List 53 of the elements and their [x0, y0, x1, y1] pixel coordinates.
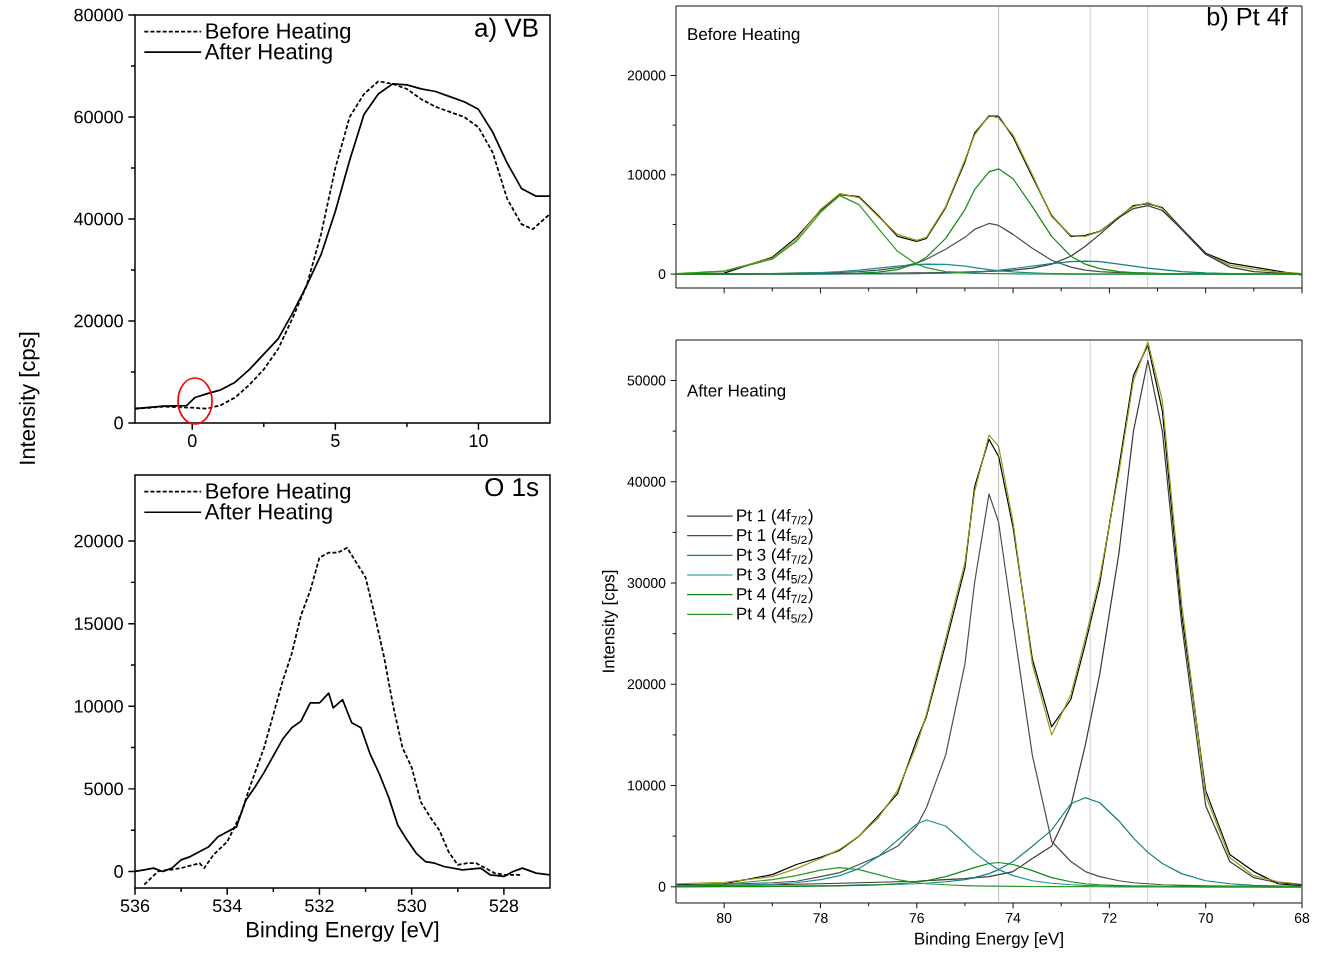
legend-label: Pt 1 (4f$_{5/2}$) — [737, 528, 813, 545]
x-tick-label: 78 — [813, 913, 828, 923]
y-tick-label: 5000 — [84, 782, 123, 796]
x-tick-label: 68 — [1294, 913, 1310, 923]
legend-label: Pt 1 (4f$_{7/2}$) — [737, 508, 813, 525]
y-tick-label: 20000 — [627, 70, 666, 81]
chart-title: b) Pt 4f — [1207, 6, 1288, 31]
x-tick-label: 74 — [1006, 913, 1021, 923]
y-tick-label: 0 — [658, 881, 666, 892]
y-axis-title: Intensity [cps] — [18, 332, 40, 464]
y-tick-label: 0 — [114, 865, 123, 878]
x-axis-title: Binding Energy [eV] — [247, 921, 439, 942]
legend-label: After Heating — [204, 503, 332, 524]
y-tick-label: 30000 — [627, 578, 666, 588]
y-tick-label: 80000 — [74, 8, 123, 22]
x-tick-label: 72 — [1102, 913, 1117, 923]
y-tick-label: 20000 — [74, 314, 123, 328]
y-tick-label: 0 — [658, 269, 666, 280]
x-tick-label: 534 — [212, 899, 242, 913]
legend-label: Pt 4 (4f$_{5/2}$) — [737, 607, 813, 623]
legend-label: Pt 3 (4f$_{7/2}$) — [737, 548, 813, 565]
x-tick-label: 70 — [1198, 913, 1213, 923]
legend-label: Before Heating — [206, 22, 351, 44]
y-tick-label: 0 — [114, 416, 123, 430]
chart-title: a) VB — [475, 17, 538, 43]
y-tick-label: 20000 — [74, 534, 123, 548]
x-tick-label: 530 — [397, 899, 426, 913]
y-tick-label: 40000 — [74, 212, 123, 226]
x-tick-label: 536 — [120, 899, 150, 913]
x-tick-label: 5 — [331, 434, 340, 447]
x-tick-label: 80 — [716, 913, 732, 923]
text: After Heating — [687, 384, 786, 400]
x-tick-label: 76 — [909, 913, 924, 923]
y-axis-title: Intensity [cps] — [602, 570, 618, 672]
chart-title: O 1s — [485, 477, 539, 497]
y-tick-label: 60000 — [74, 110, 123, 124]
y-tick-label: 10000 — [74, 699, 123, 713]
x-axis-title: Binding Energy [eV] — [915, 932, 1063, 948]
y-tick-label: 20000 — [627, 679, 666, 690]
x-tick-label: 528 — [489, 899, 519, 913]
x-tick-label: 532 — [305, 899, 334, 913]
legend-label: After Heating — [204, 43, 332, 64]
x-tick-label: 10 — [469, 434, 488, 448]
y-tick-label: 50000 — [627, 375, 666, 386]
legend-label: Pt 4 (4f$_{7/2}$) — [737, 587, 813, 604]
text: Before Heating — [688, 27, 800, 44]
y-tick-label: 10000 — [628, 780, 666, 791]
legend-label: Pt 3 (4f$_{5/2}$) — [737, 567, 813, 584]
x-tick-label: 0 — [187, 434, 197, 448]
legend-label: Before Heating — [206, 482, 351, 504]
y-tick-label: 40000 — [627, 476, 666, 487]
y-tick-label: 15000 — [74, 617, 123, 631]
y-tick-label: 10000 — [628, 169, 666, 180]
